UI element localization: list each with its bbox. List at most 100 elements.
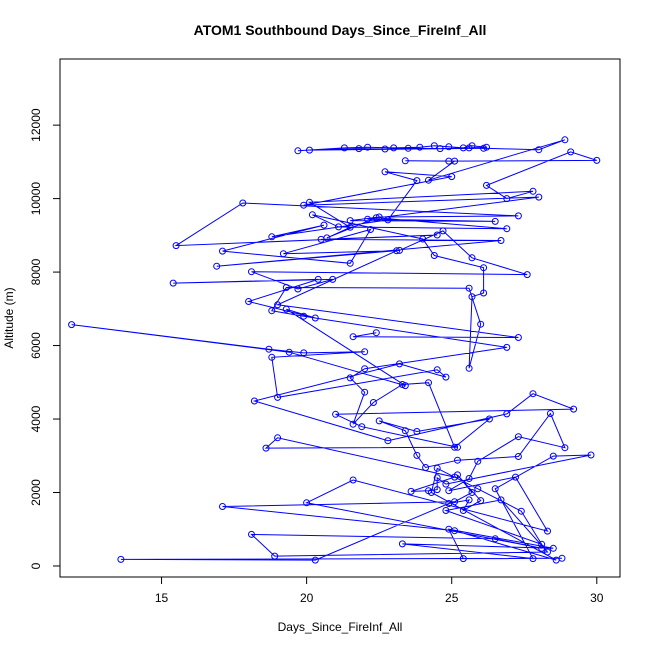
y-tick-label: 12000 — [29, 108, 43, 142]
data-point — [480, 264, 488, 272]
data-point — [436, 145, 444, 153]
data-point — [468, 254, 476, 262]
data-point — [477, 320, 485, 328]
data-point — [349, 420, 357, 428]
data-point — [314, 275, 322, 283]
data-point — [294, 285, 302, 293]
data-point — [503, 410, 511, 418]
data-point — [538, 544, 546, 552]
data-point — [268, 233, 276, 241]
data-point — [364, 215, 372, 223]
data-point — [306, 146, 313, 154]
data-point — [271, 552, 279, 560]
data-point — [538, 540, 546, 548]
data-point — [219, 503, 226, 510]
x-tick-label: 15 — [155, 591, 169, 605]
data-point — [346, 223, 354, 231]
data-point — [535, 146, 543, 154]
data-point — [300, 201, 308, 209]
y-tick-label: 0 — [29, 562, 43, 569]
data-point — [491, 535, 499, 543]
data-point — [497, 237, 505, 244]
series-line — [71, 139, 597, 561]
data-point — [544, 548, 551, 556]
data-point — [549, 452, 557, 460]
data-point — [422, 464, 430, 471]
data-point — [442, 373, 450, 381]
data-point — [454, 443, 461, 451]
data-point — [398, 540, 406, 548]
data-point — [454, 456, 461, 464]
chart-title: ATOM1 Southbound Days_Since_FireInf_All — [194, 22, 487, 38]
data-point — [349, 333, 357, 341]
data-point — [401, 382, 409, 390]
data-point — [529, 390, 537, 398]
data-point — [561, 444, 569, 452]
data-point — [361, 388, 369, 396]
y-tick-label: 2000 — [29, 479, 43, 506]
x-axis: 15 20 25 30 — [155, 576, 604, 605]
x-tick-label: 20 — [300, 591, 314, 605]
data-point — [465, 284, 473, 292]
data-point — [361, 348, 369, 356]
data-point — [384, 437, 392, 445]
data-point — [401, 157, 409, 165]
data-point — [311, 556, 319, 564]
data-point — [468, 293, 476, 301]
data-point — [361, 365, 369, 373]
data-point — [329, 275, 337, 283]
data-point — [355, 145, 363, 153]
data-point — [480, 289, 488, 297]
data-point — [535, 193, 543, 201]
data-point — [430, 252, 438, 259]
data-point — [514, 212, 522, 220]
data-point — [465, 475, 473, 482]
data-point — [346, 217, 354, 225]
data-point — [544, 527, 551, 535]
data-point — [549, 544, 557, 552]
data-point — [117, 555, 125, 563]
data-point — [396, 360, 403, 368]
data-point — [529, 555, 537, 563]
data-point — [503, 225, 511, 233]
data-point — [279, 250, 287, 258]
data-point — [514, 433, 522, 441]
data-point — [372, 329, 380, 337]
data-point — [306, 198, 313, 206]
data-point — [239, 199, 247, 207]
data-point — [445, 500, 453, 507]
data-point — [381, 168, 389, 176]
data-point — [468, 489, 476, 496]
y-tick-label: 6000 — [29, 332, 43, 359]
data-point — [445, 157, 453, 165]
data-point — [416, 143, 424, 151]
data-point — [433, 231, 441, 239]
data-point — [517, 507, 525, 515]
data-point — [265, 345, 273, 353]
data-point — [433, 474, 441, 482]
data-point — [465, 496, 473, 504]
x-tick-label: 30 — [590, 591, 604, 605]
data-point — [381, 145, 389, 153]
data-point — [303, 499, 311, 507]
data-point — [451, 473, 459, 481]
data-point — [282, 284, 290, 291]
data-point — [442, 507, 450, 514]
data-point — [390, 144, 398, 152]
y-tick-label: 10000 — [29, 182, 43, 216]
data-point — [384, 216, 392, 224]
data-point — [419, 235, 427, 243]
data-point — [274, 393, 282, 401]
data-point — [401, 427, 409, 435]
data-point — [497, 496, 505, 504]
data-point — [282, 305, 290, 313]
data-point — [68, 321, 76, 329]
data-point — [349, 476, 357, 484]
data-point — [448, 173, 456, 181]
data-point — [413, 451, 421, 459]
data-point — [407, 487, 415, 495]
data-point — [514, 453, 522, 460]
data-point — [300, 312, 308, 320]
data-point — [372, 214, 380, 222]
